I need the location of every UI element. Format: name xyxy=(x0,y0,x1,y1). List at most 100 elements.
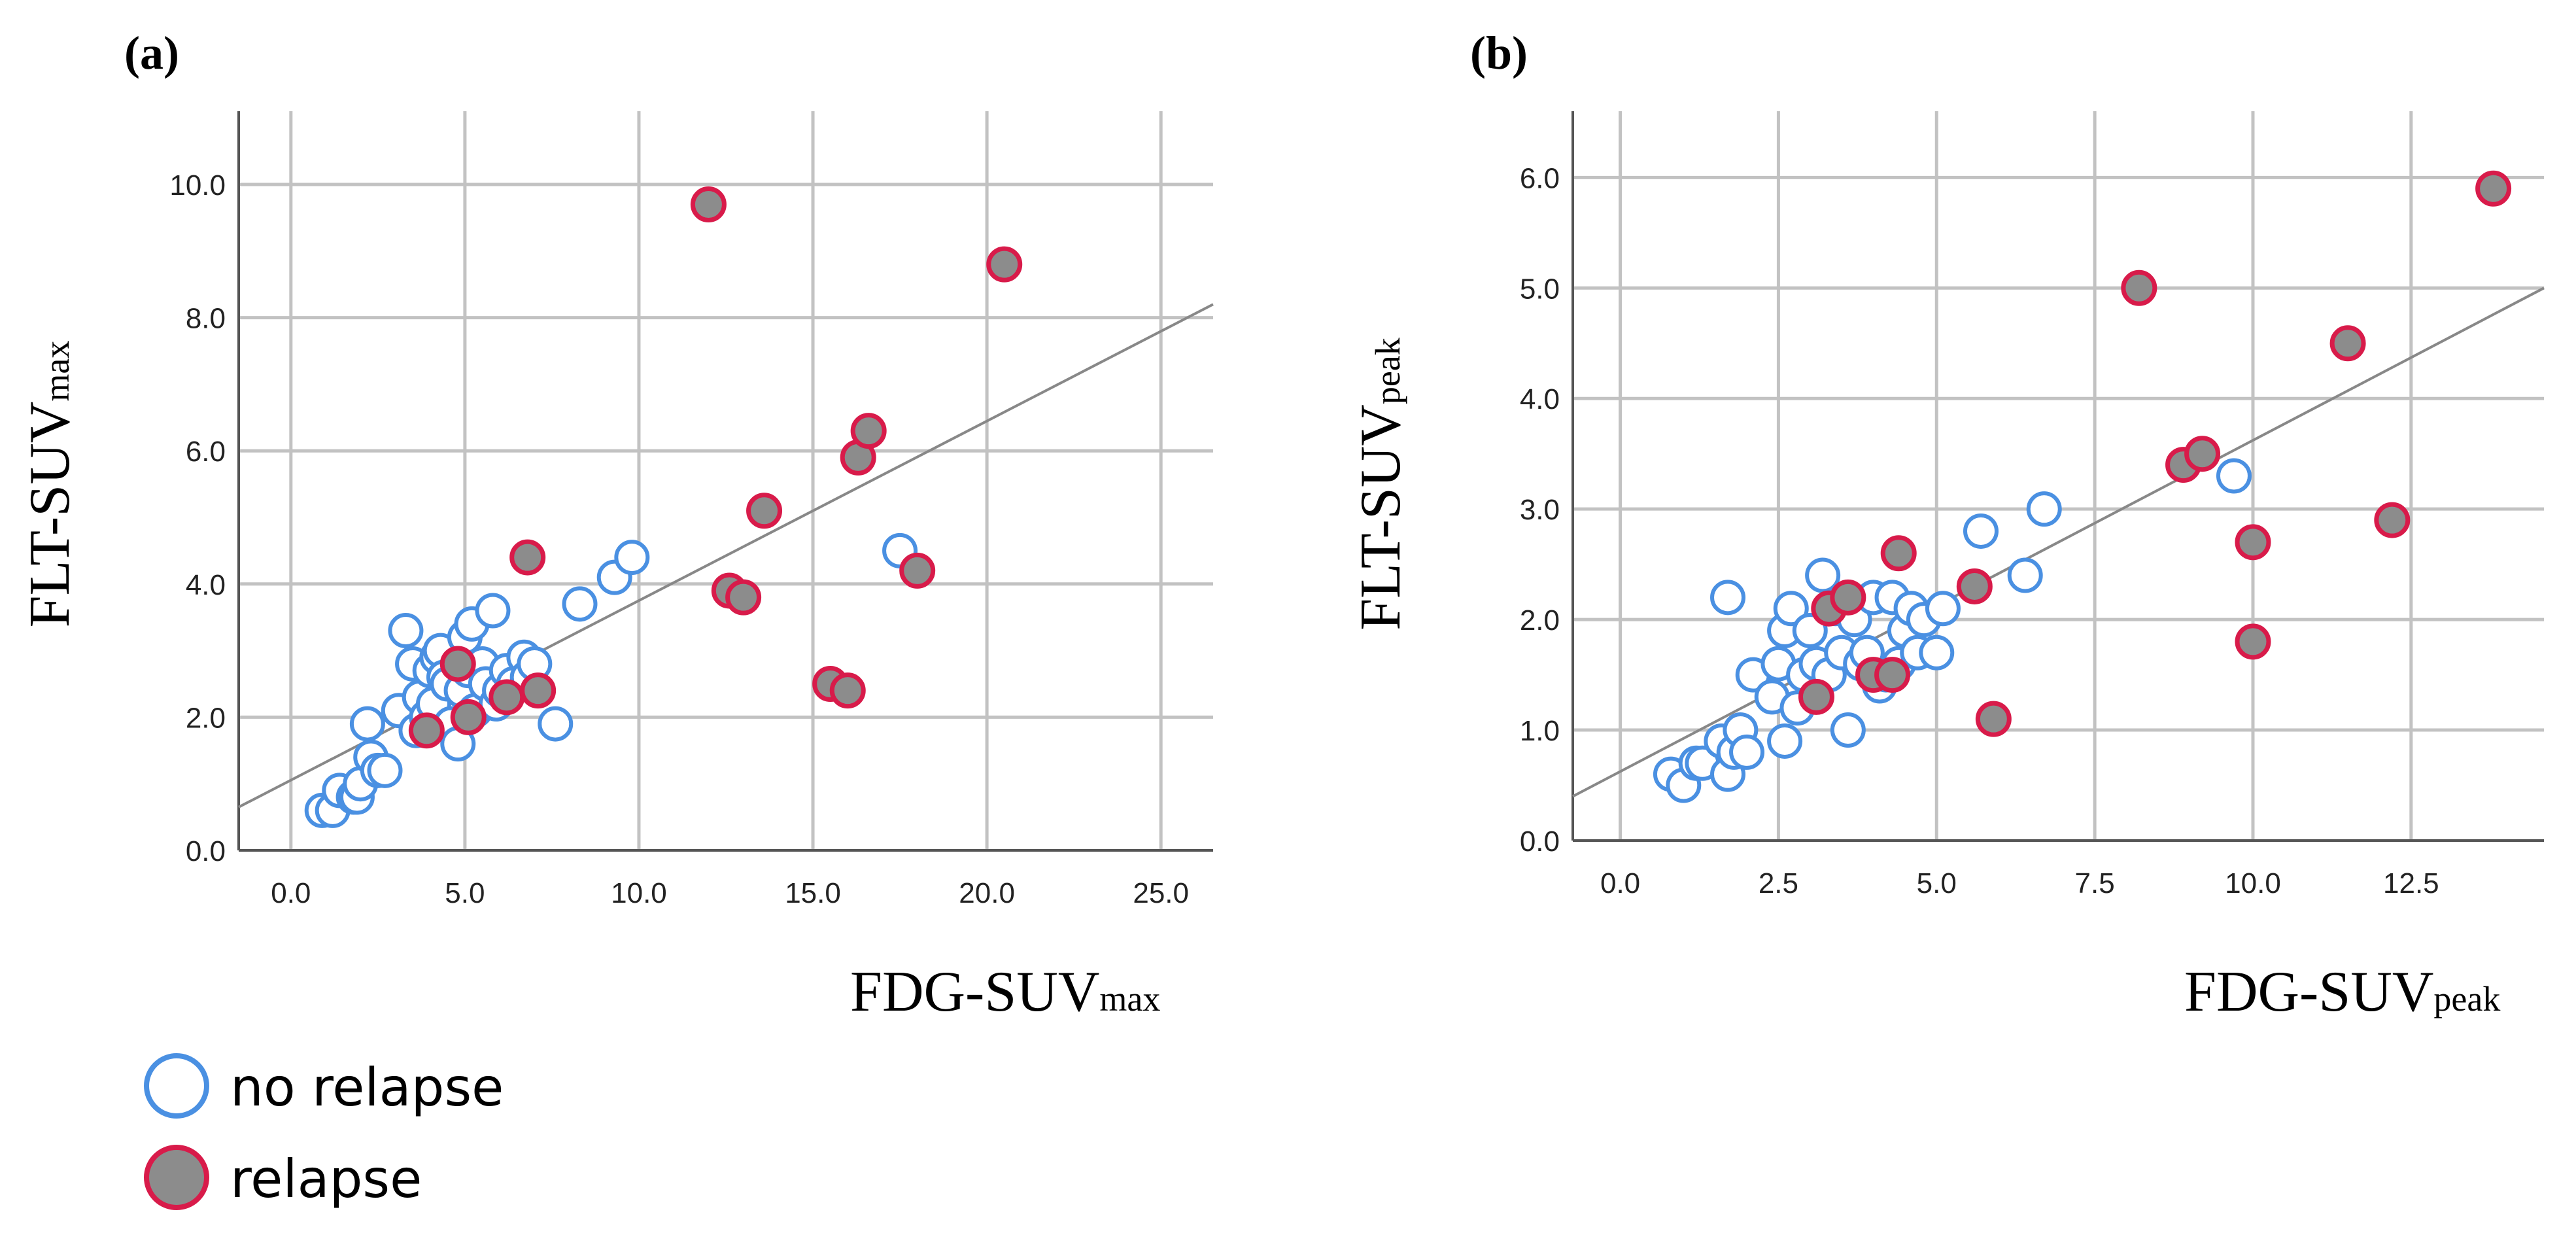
point-relapse xyxy=(439,646,476,682)
point-no-relapse xyxy=(2026,491,2062,527)
x-axis-label-a-sub: max xyxy=(1099,979,1160,1018)
point-relapse xyxy=(899,552,936,589)
point-no-relapse xyxy=(1830,712,1866,748)
point-relapse xyxy=(1798,678,1834,715)
x-tick-label: 0.0 xyxy=(1600,867,1640,899)
y-tick-label: 5.0 xyxy=(1520,273,1560,305)
y-axis-label-b-sub: peak xyxy=(1368,338,1407,404)
point-relapse xyxy=(2235,623,2271,660)
point-relapse xyxy=(489,679,525,716)
x-tick-label: 7.5 xyxy=(2075,867,2115,899)
point-relapse xyxy=(2121,270,2157,306)
x-axis-label-b-main: FDG-SUV xyxy=(2184,960,2433,1024)
data-points-b xyxy=(1653,170,2512,803)
y-axis-label-a-sub: max xyxy=(37,341,77,402)
y-tick-label: 4.0 xyxy=(1520,383,1560,415)
point-no-relapse xyxy=(538,706,574,742)
point-relapse xyxy=(1956,568,1993,604)
y-axis-label-b: FLT-SUVpeak xyxy=(1349,338,1413,631)
gridlines-a xyxy=(239,111,1213,850)
x-tick-label: 25.0 xyxy=(1133,877,1189,909)
point-relapse xyxy=(2235,524,2271,561)
point-no-relapse xyxy=(349,706,385,742)
regression-line xyxy=(238,303,1214,809)
y-axis-label-b-main: FLT-SUV xyxy=(1349,404,1413,631)
point-relapse xyxy=(509,539,546,576)
chart-panel-b: (b) 0.0 2.5 5.0 7.5 10.0 12.5 0.0 1.0 2.0 3.0 4.0 5… xyxy=(1349,27,2545,1024)
y-tick-label: 3.0 xyxy=(1520,494,1560,526)
y-tick-label: 6.0 xyxy=(1520,162,1560,194)
point-relapse xyxy=(986,246,1023,283)
point-relapse xyxy=(2475,170,2512,207)
y-tick-label: 0.0 xyxy=(1520,826,1560,858)
point-no-relapse xyxy=(475,593,511,629)
legend: no relapse relapse xyxy=(144,1053,504,1210)
legend-label-no-relapse: no relapse xyxy=(230,1057,504,1118)
point-no-relapse xyxy=(1710,580,1746,616)
x-tick-label: 10.0 xyxy=(611,877,667,909)
x-tick-label: 20.0 xyxy=(959,877,1015,909)
tick-labels-b: 0.0 2.5 5.0 7.5 10.0 12.5 0.0 1.0 2.0 3.0 4.0 5.0 6.… xyxy=(1520,162,2439,899)
data-points-a xyxy=(304,186,1023,828)
legend-label-relapse: relapse xyxy=(230,1149,422,1209)
point-relapse xyxy=(2374,502,2411,538)
point-relapse xyxy=(2329,325,2366,362)
axes-a xyxy=(237,111,1213,852)
point-no-relapse xyxy=(1963,513,1999,549)
x-axis-label-a: FDG-SUVmax xyxy=(850,960,1160,1024)
x-tick-label: 15.0 xyxy=(785,877,841,909)
x-tick-label: 5.0 xyxy=(445,877,485,909)
point-no-relapse xyxy=(1805,557,1841,593)
y-axis-label-a: FLT-SUVmax xyxy=(18,341,82,628)
tick-labels-a: 0.0 5.0 10.0 15.0 20.0 25.0 0.0 2.0 4.0 6.0 8.0 10.… xyxy=(169,169,1189,909)
point-relapse xyxy=(850,413,887,449)
point-relapse xyxy=(829,672,866,709)
point-relapse xyxy=(520,672,557,709)
point-relapse xyxy=(408,712,445,749)
fit-line-a xyxy=(238,303,1214,809)
point-no-relapse xyxy=(367,752,403,788)
legend-marker-no-relapse xyxy=(144,1053,209,1119)
point-no-relapse xyxy=(388,613,424,649)
panel-label-a: (a) xyxy=(124,27,179,79)
point-relapse xyxy=(450,699,487,735)
point-no-relapse xyxy=(1773,591,1809,627)
x-tick-label: 10.0 xyxy=(2225,867,2281,899)
x-tick-label: 12.5 xyxy=(2383,867,2439,899)
point-relapse xyxy=(1975,701,2012,737)
fit-line-b xyxy=(1572,287,2545,798)
point-relapse xyxy=(1830,579,1866,616)
point-no-relapse xyxy=(2007,557,2043,593)
y-tick-label: 2.0 xyxy=(1520,604,1560,636)
x-tick-label: 2.5 xyxy=(1759,867,1798,899)
point-no-relapse xyxy=(1925,591,1961,627)
x-tick-label: 5.0 xyxy=(1917,867,1957,899)
point-no-relapse xyxy=(1767,723,1803,759)
x-tick-label: 0.0 xyxy=(271,877,311,909)
point-no-relapse xyxy=(2216,458,2252,494)
legend-marker-relapse xyxy=(144,1145,209,1210)
y-tick-label: 1.0 xyxy=(1520,715,1560,747)
point-relapse xyxy=(1874,657,1911,693)
axes-b xyxy=(1571,111,2544,842)
x-axis-label-b-sub: peak xyxy=(2433,979,2500,1018)
point-relapse xyxy=(1880,535,1917,572)
point-relapse xyxy=(690,186,727,223)
y-tick-label: 6.0 xyxy=(186,436,226,468)
y-tick-label: 10.0 xyxy=(169,169,226,201)
y-axis-label-a-main: FLT-SUV xyxy=(18,402,82,628)
point-no-relapse xyxy=(1792,613,1828,649)
panel-label-b: (b) xyxy=(1470,27,1528,79)
point-no-relapse xyxy=(1729,734,1765,770)
point-relapse xyxy=(2184,436,2221,472)
point-no-relapse xyxy=(562,586,598,622)
y-tick-label: 4.0 xyxy=(186,569,226,601)
x-axis-label-b: FDG-SUVpeak xyxy=(2184,960,2500,1024)
point-relapse xyxy=(725,579,762,616)
y-tick-label: 8.0 xyxy=(186,303,226,335)
y-tick-label: 2.0 xyxy=(186,702,226,734)
chart-panel-a: (a) 0.0 5.0 10.0 15.0 20.0 25.0 0.0 2.0 4.0 6.0 8.… xyxy=(18,27,1214,1024)
point-no-relapse xyxy=(614,540,650,576)
point-relapse xyxy=(746,493,783,529)
